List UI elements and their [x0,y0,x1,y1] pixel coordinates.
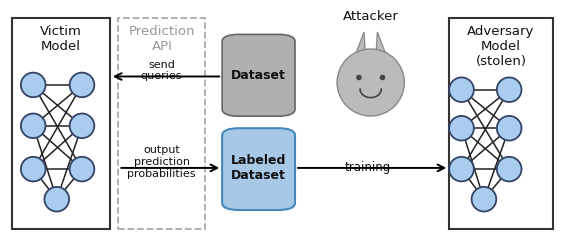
Ellipse shape [497,77,522,102]
FancyBboxPatch shape [222,34,295,116]
Text: Dataset: Dataset [231,69,286,82]
Text: Labeled
Dataset: Labeled Dataset [231,154,286,182]
Text: Attacker: Attacker [343,10,398,23]
Ellipse shape [337,49,404,116]
Polygon shape [376,32,388,59]
Ellipse shape [497,157,522,182]
Ellipse shape [497,116,522,141]
Text: Adversary
Model
(stolen): Adversary Model (stolen) [468,25,534,68]
Ellipse shape [21,73,46,97]
Bar [449,17,553,229]
Polygon shape [354,32,366,59]
Ellipse shape [44,187,69,212]
Ellipse shape [70,73,94,97]
Ellipse shape [21,157,46,182]
Ellipse shape [21,113,46,138]
Ellipse shape [472,187,496,212]
Ellipse shape [449,116,474,141]
Text: send
queries: send queries [141,60,182,81]
Text: output
prediction
probabilities: output prediction probabilities [128,145,196,179]
Bar [119,17,205,229]
Ellipse shape [70,113,94,138]
Ellipse shape [380,75,386,80]
Ellipse shape [70,157,94,182]
Bar [12,17,110,229]
Ellipse shape [449,77,474,102]
Text: training: training [345,161,391,174]
Ellipse shape [449,157,474,182]
Text: Victim
Model: Victim Model [40,25,82,53]
FancyBboxPatch shape [222,128,295,210]
Text: Prediction
API: Prediction API [129,25,195,53]
Ellipse shape [356,75,362,80]
